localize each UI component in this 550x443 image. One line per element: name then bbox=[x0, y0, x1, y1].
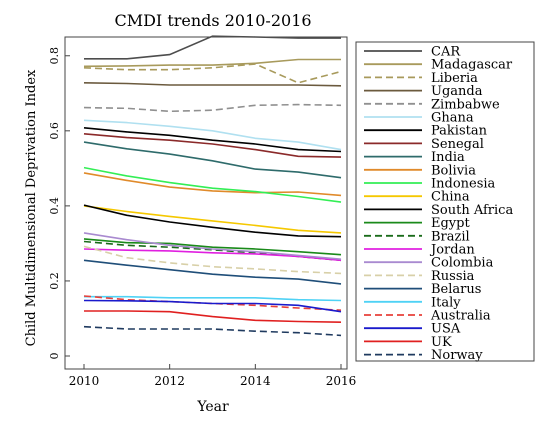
series-line-liberia bbox=[83, 63, 342, 84]
legend-label: Liberia bbox=[431, 71, 478, 86]
legend-label: Colombia bbox=[431, 256, 494, 271]
series-line-indonesia bbox=[83, 166, 342, 203]
series-line-pakistan bbox=[83, 127, 342, 153]
x-tick-label: 2016 bbox=[326, 374, 357, 388]
x-tick-label: 2014 bbox=[240, 374, 271, 388]
series-line-madagascar bbox=[83, 58, 341, 68]
legend-label: USA bbox=[431, 322, 461, 337]
chart-title: CMDI trends 2010-2016 bbox=[114, 11, 311, 30]
legend-label: India bbox=[431, 150, 465, 165]
y-tick-label: 0.4 bbox=[48, 197, 61, 215]
series-line-bolivia bbox=[83, 172, 342, 197]
legend-label: Madagascar bbox=[431, 58, 513, 73]
legend-label: Australia bbox=[430, 309, 491, 324]
series-lines bbox=[83, 35, 342, 337]
series-line-uk bbox=[84, 310, 342, 323]
series-line-egypt bbox=[83, 238, 342, 256]
y-tick-label: 0 bbox=[48, 353, 61, 360]
legend-label: China bbox=[431, 190, 470, 205]
series-line-south-africa bbox=[83, 204, 342, 238]
plot-frame bbox=[64, 36, 348, 370]
series-line-russia bbox=[83, 245, 342, 275]
legend-items: CARMadagascarLiberiaUgandaZimbabweGhanaP… bbox=[364, 45, 513, 363]
legend-label: Egypt bbox=[431, 216, 470, 231]
legend-label: CAR bbox=[431, 45, 461, 60]
series-line-jordan bbox=[83, 248, 342, 262]
legend-label: UK bbox=[431, 335, 452, 350]
legend: CARMadagascarLiberiaUgandaZimbabweGhanaP… bbox=[355, 41, 535, 363]
series-line-belarus bbox=[83, 259, 342, 285]
legend-label: Zimbabwe bbox=[431, 97, 500, 112]
legend-label: Jordan bbox=[429, 243, 475, 258]
series-line-australia bbox=[83, 295, 342, 311]
legend-label: Bolivia bbox=[431, 163, 476, 178]
series-line-italy bbox=[84, 295, 342, 302]
y-axis-label: Child Multidimensional Deprivation Index bbox=[24, 69, 39, 346]
y-tick-label: 0.2 bbox=[48, 272, 61, 290]
legend-label: Italy bbox=[431, 295, 461, 310]
legend-label: Indonesia bbox=[431, 177, 496, 192]
y-tick-label: 0.6 bbox=[48, 122, 61, 140]
y-tick-label: 0.8 bbox=[48, 47, 61, 65]
x-tick-label: 2010 bbox=[69, 374, 100, 388]
axis-ticks: 2010 2012 2014 2016 0 0.2 0.4 0.6 0.8 bbox=[48, 47, 356, 388]
series-line-car bbox=[84, 35, 341, 60]
x-tick-label: 2012 bbox=[154, 374, 185, 388]
legend-label: Pakistan bbox=[431, 124, 488, 139]
legend-label: Uganda bbox=[431, 84, 483, 99]
legend-label: Belarus bbox=[431, 282, 481, 297]
series-line-zimbabwe bbox=[83, 103, 342, 113]
series-line-colombia bbox=[83, 232, 342, 260]
x-axis-label: Year bbox=[196, 399, 229, 415]
series-line-ghana bbox=[83, 119, 342, 151]
series-line-uganda bbox=[83, 82, 342, 87]
series-line-usa bbox=[83, 299, 342, 313]
series-line-senegal bbox=[83, 133, 342, 158]
series-line-china bbox=[83, 205, 342, 234]
legend-label: Brazil bbox=[431, 229, 470, 244]
series-line-norway bbox=[83, 325, 342, 337]
legend-label: Ghana bbox=[431, 111, 474, 126]
legend-box bbox=[355, 41, 535, 362]
series-line-india bbox=[83, 141, 342, 179]
legend-label: South Africa bbox=[431, 203, 513, 218]
legend-label: Russia bbox=[431, 269, 475, 284]
legend-label: Norway bbox=[431, 348, 483, 363]
legend-label: Senegal bbox=[431, 137, 484, 152]
